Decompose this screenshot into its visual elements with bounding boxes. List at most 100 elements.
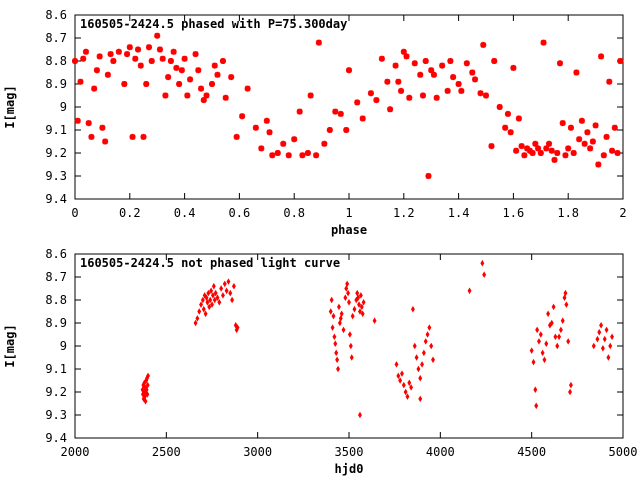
data-point <box>350 312 355 320</box>
data-point <box>346 67 352 74</box>
data-point <box>367 90 374 97</box>
data-point <box>392 62 399 69</box>
data-point <box>429 342 434 350</box>
data-point <box>562 294 567 301</box>
x-tick-label: 1 <box>345 206 352 220</box>
x-tick-label: 0.2 <box>119 206 141 220</box>
data-point <box>142 393 147 400</box>
data-point <box>427 324 432 331</box>
phased-plot: 0 0.2 0.4 0.6 0.8 1 1.2 1.4 1.6 1.8 2 8.6 8.7 8.8 8.9 9… <box>3 8 627 237</box>
data-point <box>187 76 194 83</box>
data-point <box>410 305 415 313</box>
data-point <box>544 340 549 347</box>
y-tick-label: 9.3 <box>45 408 67 422</box>
data-point <box>359 115 366 122</box>
data-point <box>357 301 362 308</box>
data-point <box>124 51 131 58</box>
data-point <box>430 71 437 78</box>
data-point <box>339 310 344 318</box>
data-point <box>137 62 144 69</box>
data-point <box>417 71 424 78</box>
data-point <box>266 129 273 136</box>
data-point <box>595 161 602 168</box>
data-point <box>533 386 538 393</box>
data-point <box>77 78 84 85</box>
data-point <box>220 292 225 299</box>
data-point <box>195 315 200 322</box>
data-point <box>546 140 553 147</box>
data-point <box>210 292 215 299</box>
x-tick-label: 2 <box>619 206 626 220</box>
data-point <box>93 67 100 74</box>
data-point <box>201 305 206 313</box>
data-point <box>396 372 401 380</box>
data-point <box>338 315 343 322</box>
unphased-plot-ticks: 2000 2500 3000 3500 4000 4500 5000 8.6 8.7 8.8 8.9… <box>45 247 637 459</box>
data-point <box>228 289 233 297</box>
data-point <box>412 342 417 350</box>
y-tick-label: 9 <box>60 100 67 114</box>
data-point <box>332 108 339 115</box>
data-point <box>540 349 545 357</box>
data-point <box>192 51 199 58</box>
data-point <box>176 81 183 87</box>
y-tick-label: 9.3 <box>45 169 67 183</box>
data-point <box>329 296 334 304</box>
data-point <box>145 381 150 389</box>
data-point <box>378 55 385 62</box>
data-point <box>400 370 404 377</box>
data-point <box>239 113 246 120</box>
data-point <box>210 301 214 308</box>
data-point <box>513 147 520 154</box>
data-point <box>88 133 95 140</box>
data-point <box>422 58 429 64</box>
x-tick-label: 4000 <box>426 445 455 459</box>
data-point <box>341 326 346 334</box>
data-point <box>529 347 534 354</box>
data-point <box>263 117 270 124</box>
data-point <box>418 395 423 403</box>
data-point <box>296 108 303 115</box>
data-point <box>537 338 541 345</box>
data-point <box>72 58 78 64</box>
data-point <box>608 342 613 350</box>
data-point <box>563 289 568 297</box>
data-point <box>193 319 198 327</box>
data-point <box>418 374 423 382</box>
data-point <box>143 81 150 87</box>
data-point <box>431 356 435 364</box>
data-point <box>226 278 231 285</box>
data-point <box>411 60 418 67</box>
y-tick-label: 8.9 <box>45 77 67 91</box>
data-point <box>535 326 540 334</box>
data-point <box>274 150 281 156</box>
phased-plot-title: 160505-2424.5 phased with P=75.300day <box>80 17 347 31</box>
data-point <box>566 338 571 345</box>
data-point <box>132 55 139 62</box>
data-point <box>244 85 251 92</box>
data-point <box>205 299 210 306</box>
data-point <box>207 303 212 311</box>
data-point <box>181 55 188 62</box>
data-point <box>599 322 604 329</box>
x-tick-label: 1.4 <box>448 206 470 220</box>
data-point <box>558 326 563 334</box>
data-point <box>170 48 177 55</box>
data-point <box>343 127 350 133</box>
data-point <box>162 92 169 99</box>
data-point <box>394 361 399 368</box>
data-point <box>357 411 362 419</box>
data-point <box>222 94 229 101</box>
data-point <box>203 92 210 99</box>
x-tick-label: 3000 <box>243 445 272 459</box>
data-point <box>496 104 503 110</box>
data-point <box>420 361 425 368</box>
data-point <box>562 152 569 159</box>
data-point <box>354 99 361 106</box>
data-point <box>143 397 148 405</box>
data-point <box>330 324 335 331</box>
data-point <box>135 46 142 53</box>
data-point <box>600 345 605 352</box>
data-point <box>359 303 364 311</box>
y-tick-label: 8.9 <box>45 316 67 330</box>
